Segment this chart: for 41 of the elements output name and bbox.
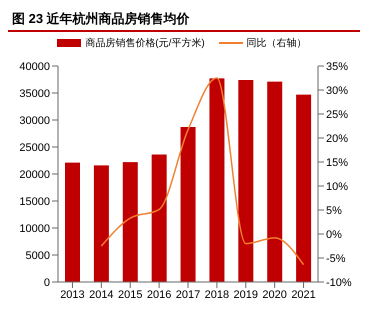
bar	[296, 94, 312, 282]
bar	[209, 78, 224, 282]
bar	[180, 127, 196, 282]
legend-label: 同比（右轴）	[246, 36, 307, 50]
y2-tick-label: 20%	[326, 132, 348, 145]
x-tick-label: 2016	[146, 288, 172, 301]
y2-tick-label: 30%	[326, 84, 348, 97]
y-tick-label: 10000	[19, 223, 50, 235]
y2-tick-label: -10%	[326, 276, 352, 289]
bar	[267, 82, 282, 282]
x-tick-label: 2014	[89, 288, 114, 301]
x-tick-label: 2013	[60, 288, 85, 301]
bar	[122, 162, 138, 282]
y-tick-label: 35000	[19, 88, 50, 100]
y-tick-label: 20000	[19, 169, 50, 181]
x-tick-label: 2018	[204, 288, 230, 301]
y-tick-label: 5000	[26, 250, 50, 262]
x-tick-label: 2020	[262, 288, 287, 301]
chart-title: 图 23 近年杭州商品房销售均价	[8, 8, 360, 32]
y2-tick-label: 15%	[326, 156, 348, 169]
x-tick-label: 2015	[118, 288, 142, 301]
y-tick-label: 25000	[19, 142, 50, 154]
y-tick-label: 40000	[19, 61, 50, 73]
x-tick-label: 2017	[176, 288, 200, 301]
y2-tick-label: 10%	[326, 180, 348, 193]
bar	[94, 165, 109, 282]
y2-tick-label: -5%	[326, 252, 346, 265]
bar	[238, 80, 254, 282]
bar	[65, 162, 80, 282]
y2-tick-label: 35%	[326, 60, 348, 73]
y-tick-label: 0	[44, 277, 50, 289]
y-tick-label: 30000	[19, 115, 50, 127]
x-tick-label: 2019	[234, 288, 258, 301]
x-tick-label: 2021	[291, 288, 316, 301]
y2-tick-label: 0%	[326, 228, 342, 241]
y2-tick-label: 5%	[326, 204, 342, 217]
line-series	[100, 77, 304, 266]
y-tick-label: 15000	[19, 196, 50, 208]
y2-tick-label: 25%	[326, 108, 348, 121]
bar	[152, 154, 167, 282]
legend-label: 商品房销售价格(元/平方米)	[84, 36, 205, 50]
